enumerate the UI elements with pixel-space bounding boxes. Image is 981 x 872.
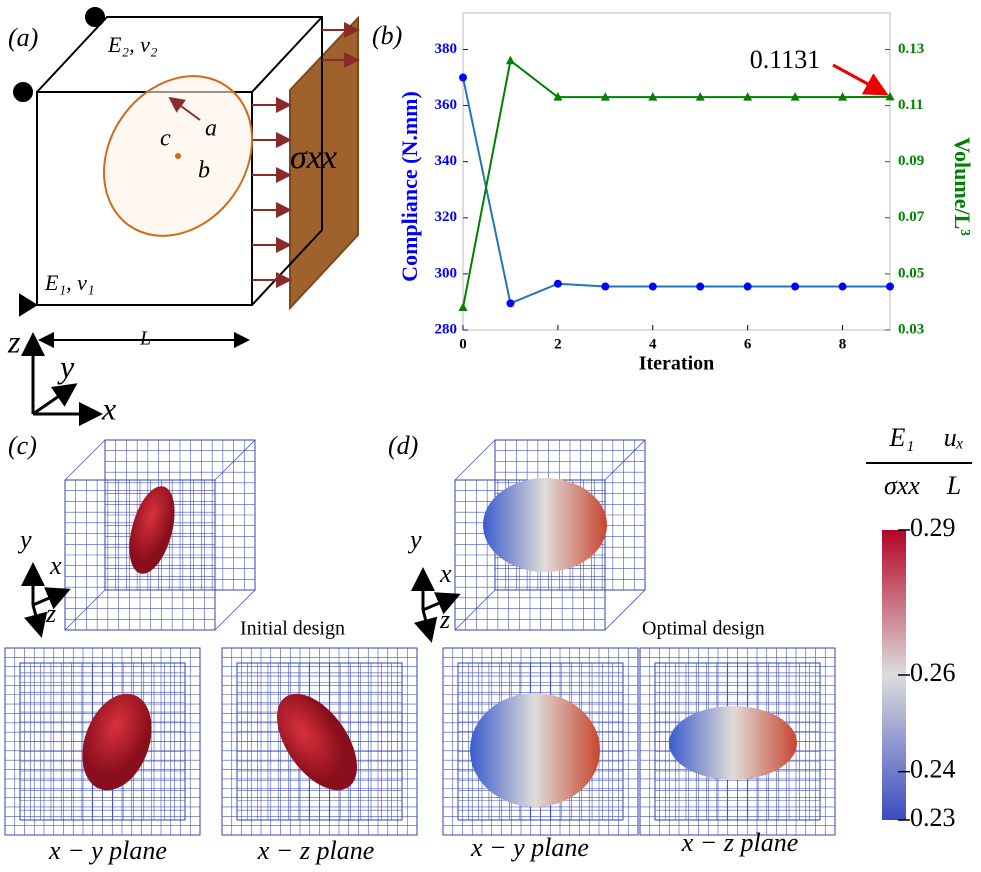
y-tick-label: 320 xyxy=(435,209,458,225)
marker xyxy=(554,280,562,288)
axis-name: z xyxy=(7,323,21,359)
axis-b: b xyxy=(198,158,210,184)
panel-label: (d) xyxy=(388,431,418,460)
y2-tick-label: 0.13 xyxy=(898,41,924,57)
mesh-edge xyxy=(455,440,495,480)
axis-name: x xyxy=(439,559,452,588)
mesh-edge xyxy=(455,590,495,630)
caption: Optimal design xyxy=(642,618,765,640)
colorbar-label: E₁ xyxy=(889,423,915,452)
axis-a: a xyxy=(205,116,217,142)
colorbar-label: σxx xyxy=(884,471,920,500)
support xyxy=(20,295,36,315)
mesh-edge xyxy=(65,590,105,630)
annotation-arrow xyxy=(833,65,886,94)
y-tick-label: 360 xyxy=(435,97,458,113)
y-axis-label: Compliance (N.mm) xyxy=(397,91,422,282)
support xyxy=(14,83,32,101)
axis-arrow xyxy=(33,385,75,414)
panel-label: (a) xyxy=(8,23,38,52)
inclusion xyxy=(669,706,797,780)
y-tick-label: 300 xyxy=(435,265,458,281)
x-tick-label: 0 xyxy=(459,336,467,352)
figure: (a) E₂, ν₂ E₁, ν₁ L c a b σxx z y x (b) … xyxy=(0,0,981,872)
colorbar-label: L xyxy=(946,471,961,500)
y2-axis-label: Volume/L³ xyxy=(950,137,975,236)
axis-name: x xyxy=(101,390,116,426)
caption: x − y plane xyxy=(470,833,589,862)
length: L xyxy=(139,328,151,350)
colorbar-tick-label: 0.26 xyxy=(910,658,956,687)
axis-name: y xyxy=(407,525,422,554)
inclusion xyxy=(470,693,600,807)
axis-arrow xyxy=(33,605,41,635)
mesh-edge xyxy=(65,440,105,480)
stress: σxx xyxy=(290,139,337,176)
y2-tick-label: 0.11 xyxy=(898,97,923,113)
lower-labels: (c) (d) y x z y x z Initial design Optim… xyxy=(8,423,972,865)
marker xyxy=(791,283,799,291)
panel-label: (b) xyxy=(372,21,402,50)
x-tick-label: 6 xyxy=(744,336,752,352)
caption: x − z plane xyxy=(257,836,374,865)
center xyxy=(175,153,181,159)
colorbar-tick-label: 0.24 xyxy=(910,755,956,784)
series-line xyxy=(463,78,890,304)
inclusion xyxy=(70,684,164,800)
annotation: 0.1131 xyxy=(750,45,821,74)
x-tick-label: 2 xyxy=(554,336,562,352)
marker xyxy=(459,74,467,82)
axis-name: y xyxy=(57,348,75,384)
colorbar-label: uₓ xyxy=(944,423,964,452)
y-tick-label: 380 xyxy=(435,41,458,57)
marker xyxy=(696,283,704,291)
marker xyxy=(506,56,515,64)
plot-frame xyxy=(463,13,890,330)
mesh-edge xyxy=(605,440,645,480)
y2-tick-label: 0.03 xyxy=(898,321,924,337)
x-tick-label: 8 xyxy=(839,336,847,352)
inclusion xyxy=(121,481,183,578)
y-tick-label: 280 xyxy=(435,321,458,337)
axis-name: z xyxy=(45,599,56,628)
chart: (b) 0 2 4 6 8 280 300 320 340 360 380 0.03 0.05 0.07 0… xyxy=(372,13,975,375)
caption: Initial design xyxy=(240,618,345,640)
support xyxy=(86,8,104,26)
x-tick-label: 4 xyxy=(649,336,657,352)
mesh-edge xyxy=(605,590,645,630)
y2-tick-label: 0.07 xyxy=(898,209,925,225)
y2-tick-label: 0.05 xyxy=(898,265,924,281)
inclusion xyxy=(261,680,373,805)
y-tick-label: 340 xyxy=(435,153,458,169)
marker xyxy=(506,299,514,307)
axis-name: y xyxy=(17,525,32,554)
marker xyxy=(459,303,468,312)
marker xyxy=(839,283,847,291)
caption: x − z plane xyxy=(681,828,798,857)
caption: x − y plane xyxy=(48,836,167,865)
inclusion xyxy=(483,478,607,572)
y2-tick-label: 0.09 xyxy=(898,153,924,169)
axis-name: z xyxy=(439,605,450,634)
axis-arrow xyxy=(423,610,431,640)
panel-label: (c) xyxy=(8,431,37,460)
material: E₁, ν₁ xyxy=(44,270,95,295)
marker xyxy=(886,283,894,291)
colorbar: 0.23 0.24 0.26 0.29 xyxy=(882,513,956,832)
mesh-edge xyxy=(215,440,255,480)
marker xyxy=(744,283,752,291)
series-line xyxy=(463,61,890,308)
material: E₂, ν₂ xyxy=(107,32,158,57)
axis-name: x xyxy=(49,551,62,580)
x-axis-label: Iteration xyxy=(639,353,715,375)
marker xyxy=(649,283,657,291)
colorbar-tick-label: 0.23 xyxy=(910,803,956,832)
colorbar-tick-label: 0.29 xyxy=(910,513,956,542)
marker xyxy=(601,283,609,291)
axis-c: c xyxy=(160,126,171,152)
